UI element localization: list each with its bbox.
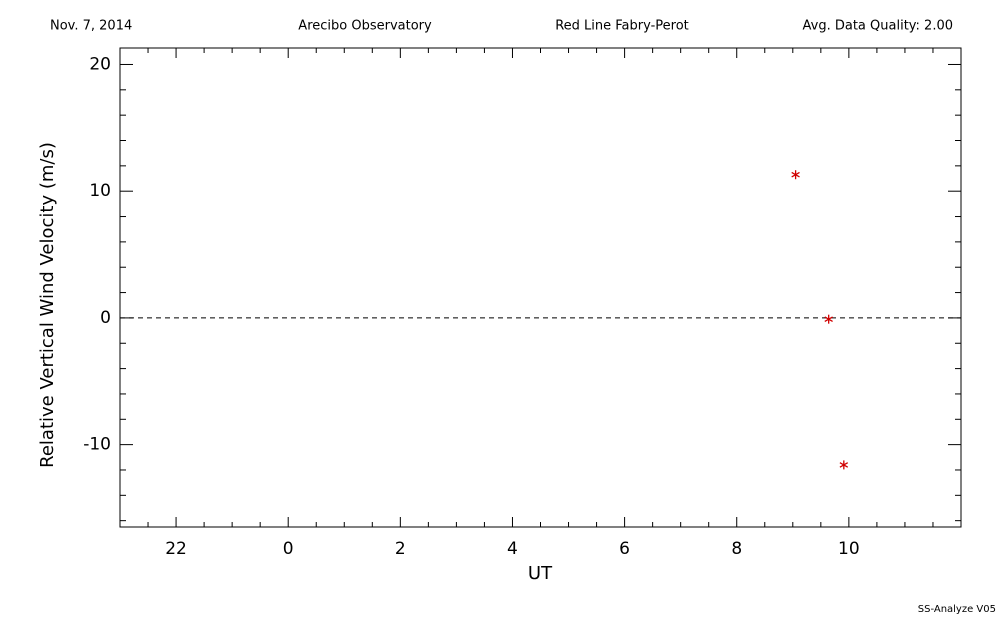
point [839,460,849,470]
y-tick-label: 0 [100,308,111,328]
header-instrument: Red Line Fabry-Perot [555,19,689,34]
point-stroke [824,316,833,322]
x-axis-label: UT [528,563,553,584]
y-axis-label: Relative Vertical Wind Velocity (m/s) [37,142,58,468]
point [791,170,800,180]
x-tick-label: 0 [283,539,294,559]
plot-frame [119,47,962,528]
y-tick-label: -10 [83,435,111,455]
point-stroke [839,462,849,468]
x-tick-label: 2 [395,539,406,559]
header-quality: Avg. Data Quality: 2.00 [803,19,953,34]
x-tick-label: 8 [731,539,742,559]
x-tick-label: 22 [165,539,187,559]
header-date: Nov. 7, 2014 [50,19,132,34]
x-tick-label: 4 [507,539,518,559]
y-tick-label: 10 [89,181,111,201]
y-tick-label: 20 [89,54,111,74]
footer: SS-Analyze V05 [918,604,996,615]
x-tick-label: 6 [619,539,630,559]
x-tick-label: 10 [838,539,860,559]
point [824,314,833,324]
point-stroke [791,171,800,178]
header-site: Arecibo Observatory [298,19,432,34]
